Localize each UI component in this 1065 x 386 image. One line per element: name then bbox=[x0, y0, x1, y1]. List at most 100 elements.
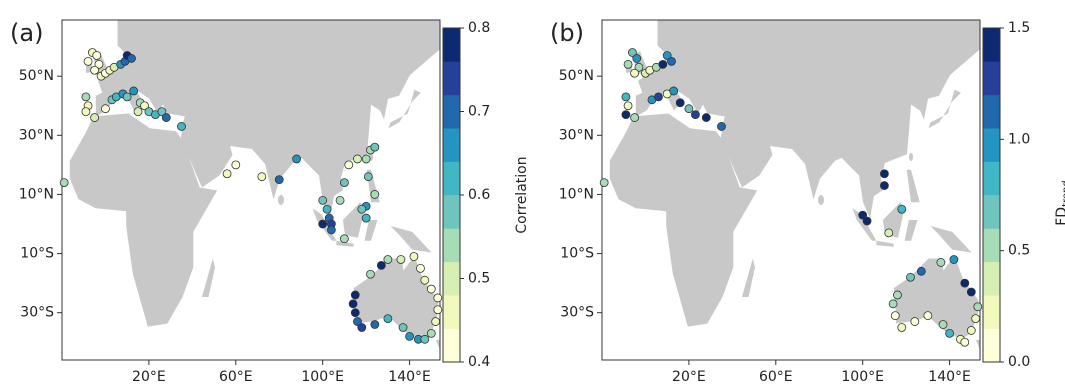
site-point bbox=[971, 314, 981, 324]
site-point bbox=[370, 142, 380, 152]
panel-label: (a) bbox=[10, 19, 43, 47]
y-tick-label: 10°S bbox=[560, 246, 594, 262]
colorbar-band bbox=[443, 28, 460, 62]
colorbar-tick-label: 1.0 bbox=[1008, 131, 1030, 147]
colorbar-tick-label: 0.4 bbox=[468, 354, 490, 370]
site-point bbox=[960, 278, 970, 288]
site-point bbox=[717, 122, 726, 131]
site-point bbox=[628, 48, 637, 57]
x-tick-label: 20°E bbox=[132, 369, 166, 385]
site-point bbox=[127, 54, 136, 63]
site-point bbox=[383, 255, 393, 264]
site-point bbox=[140, 101, 149, 111]
site-point bbox=[292, 154, 302, 164]
site-point bbox=[862, 216, 872, 226]
site-point bbox=[59, 178, 69, 188]
site-point bbox=[923, 311, 933, 321]
site-point bbox=[370, 320, 380, 329]
colorbar-tick-label: 0.5 bbox=[468, 271, 490, 287]
site-point bbox=[122, 92, 132, 102]
site-point bbox=[684, 104, 694, 114]
site-point bbox=[662, 51, 672, 60]
x-tick-label: 100°E bbox=[841, 369, 884, 385]
colorbar-band bbox=[443, 261, 460, 296]
colorbar-tick-label: 0.6 bbox=[468, 187, 490, 203]
colorbar-band bbox=[443, 94, 460, 129]
site-point bbox=[90, 113, 99, 122]
y-tick-label: 50°N bbox=[19, 68, 54, 84]
colorbar-band bbox=[983, 228, 1000, 263]
colorbar-band bbox=[443, 295, 460, 329]
site-point bbox=[426, 328, 436, 338]
site-point bbox=[357, 204, 367, 214]
site-point bbox=[433, 293, 443, 303]
site-point bbox=[888, 299, 898, 309]
site-point bbox=[350, 308, 360, 318]
site-point bbox=[350, 290, 360, 300]
site-point bbox=[396, 255, 406, 264]
site-point bbox=[161, 113, 171, 122]
colorbar-band bbox=[443, 128, 460, 162]
y-tick-label: 50°N bbox=[559, 68, 594, 84]
site-point bbox=[90, 65, 99, 75]
site-point bbox=[344, 160, 354, 170]
site-point bbox=[222, 169, 232, 179]
colorbar-band bbox=[983, 61, 1000, 96]
site-point bbox=[322, 204, 332, 214]
site-point bbox=[701, 113, 711, 122]
site-point bbox=[353, 317, 362, 326]
site-point bbox=[634, 62, 644, 72]
x-tick-label: 140°E bbox=[388, 369, 431, 385]
site-point bbox=[431, 317, 441, 326]
site-point bbox=[897, 204, 907, 214]
colorbar-band bbox=[983, 261, 1000, 296]
y-tick-label: 30°S bbox=[560, 305, 594, 321]
colorbar-band bbox=[443, 161, 460, 196]
site-point bbox=[880, 169, 889, 179]
site-point bbox=[376, 260, 386, 270]
site-point bbox=[318, 219, 328, 229]
site-point bbox=[409, 252, 419, 261]
colorbar-tick-label: 1.5 bbox=[1008, 20, 1030, 36]
colorbar-band bbox=[443, 195, 460, 229]
colorbar-tick-label: 0.5 bbox=[1008, 243, 1030, 259]
site-point bbox=[357, 323, 367, 332]
site-point bbox=[945, 328, 954, 338]
site-point bbox=[669, 86, 679, 96]
site-point bbox=[675, 98, 685, 108]
site-point bbox=[326, 225, 336, 235]
site-point bbox=[370, 190, 380, 199]
site-point bbox=[398, 323, 408, 332]
site-point bbox=[348, 299, 358, 309]
site-point bbox=[966, 287, 976, 297]
colorbar-label: FDtrend bbox=[1054, 180, 1065, 226]
colorbar-band bbox=[983, 295, 1000, 329]
site-point bbox=[340, 178, 349, 188]
y-tick-label: 10°S bbox=[20, 246, 54, 262]
site-point bbox=[884, 228, 894, 238]
colorbar-label-main: FD bbox=[1054, 207, 1065, 226]
site-point bbox=[658, 59, 668, 69]
site-point bbox=[101, 104, 110, 114]
site-point bbox=[92, 51, 102, 60]
site-point bbox=[129, 86, 139, 96]
y-tick-label: 10°N bbox=[559, 186, 594, 202]
land-map bbox=[610, 10, 985, 350]
map-frame bbox=[601, 19, 981, 361]
site-point bbox=[177, 122, 186, 131]
colorbar-band bbox=[983, 94, 1000, 129]
site-point bbox=[936, 258, 946, 267]
site-point bbox=[938, 320, 948, 329]
panel-label: (b) bbox=[550, 19, 584, 47]
colorbar-band bbox=[443, 328, 460, 363]
colorbar-band bbox=[983, 28, 1000, 62]
site-point bbox=[630, 68, 639, 78]
colorbar-band bbox=[443, 228, 460, 263]
y-tick-label: 10°N bbox=[19, 186, 54, 202]
site-point bbox=[426, 284, 436, 294]
site-point bbox=[83, 56, 93, 66]
site-point bbox=[630, 113, 639, 122]
site-point bbox=[274, 175, 284, 185]
site-point bbox=[623, 59, 633, 69]
